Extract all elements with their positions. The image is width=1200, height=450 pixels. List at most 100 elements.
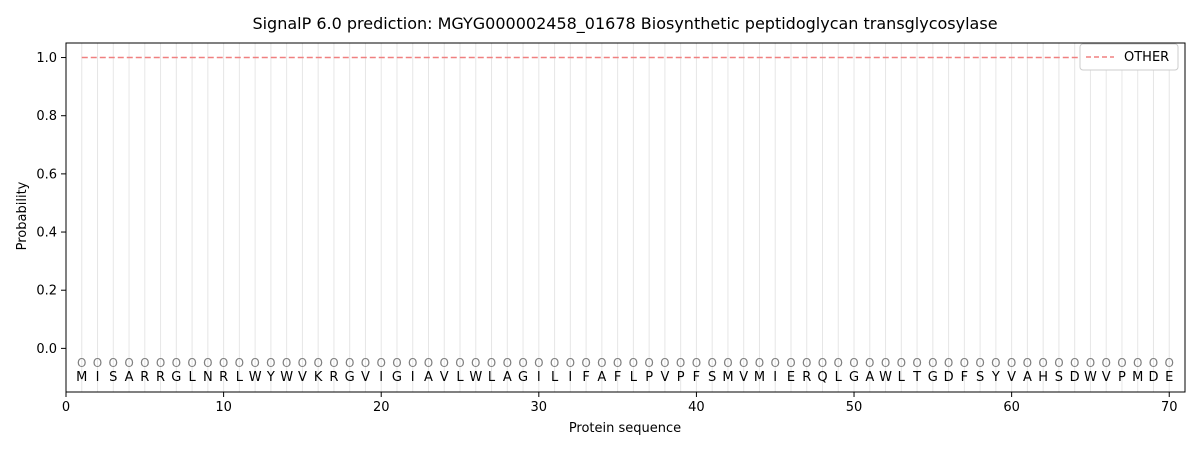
prediction-label-60: O: [1007, 356, 1016, 370]
prediction-label-19: O: [361, 356, 370, 370]
residue-label-48: Q: [817, 370, 827, 385]
prediction-label-63: O: [1054, 356, 1063, 370]
prediction-label-20: O: [376, 356, 385, 370]
residue-label-8: L: [188, 370, 196, 385]
x-tick-label-60: 60: [1003, 400, 1020, 415]
prediction-label-11: O: [235, 356, 244, 370]
prediction-label-3: O: [109, 356, 118, 370]
prediction-label-42: O: [723, 356, 732, 370]
residue-label-23: A: [424, 370, 433, 385]
residue-label-39: P: [677, 370, 685, 385]
prediction-label-5: O: [140, 356, 149, 370]
residue-label-13: Y: [266, 370, 275, 385]
residue-label-62: H: [1038, 370, 1048, 385]
residue-label-61: A: [1023, 370, 1032, 385]
residue-label-32: I: [568, 370, 572, 385]
prediction-label-2: O: [93, 356, 102, 370]
prediction-label-57: O: [960, 356, 969, 370]
prediction-label-41: O: [707, 356, 716, 370]
prediction-label-56: O: [944, 356, 953, 370]
residue-label-51: A: [865, 370, 874, 385]
prediction-label-15: O: [298, 356, 307, 370]
x-tick-label-70: 70: [1161, 400, 1178, 415]
x-tick-label-30: 30: [531, 400, 548, 415]
residue-label-29: G: [518, 370, 528, 385]
prediction-label-33: O: [581, 356, 590, 370]
residue-label-12: W: [249, 370, 262, 385]
prediction-label-28: O: [503, 356, 512, 370]
residue-label-31: L: [551, 370, 559, 385]
prediction-label-34: O: [597, 356, 606, 370]
prediction-label-46: O: [786, 356, 795, 370]
prediction-label-62: O: [1038, 356, 1047, 370]
prediction-label-64: O: [1070, 356, 1079, 370]
prediction-label-55: O: [928, 356, 937, 370]
residue-label-28: A: [503, 370, 512, 385]
prediction-label-21: O: [392, 356, 401, 370]
residue-label-70: E: [1165, 370, 1173, 385]
residue-label-34: A: [597, 370, 606, 385]
prediction-label-1: O: [77, 356, 86, 370]
prediction-label-10: O: [219, 356, 228, 370]
residue-label-30: I: [537, 370, 541, 385]
residue-label-36: L: [630, 370, 638, 385]
residue-label-10: R: [219, 370, 228, 385]
prediction-label-48: O: [818, 356, 827, 370]
residue-label-26: W: [469, 370, 482, 385]
y-axis-ticks: 0.0 0.2 0.4 0.6 0.8 1.0: [36, 51, 66, 357]
residue-label-49: L: [835, 370, 843, 385]
x-tick-label-0: 0: [62, 400, 70, 415]
y-tick-label-3: 0.6: [36, 167, 57, 182]
residue-label-14: W: [280, 370, 293, 385]
y-tick-label-0: 0.0: [36, 342, 57, 357]
prediction-label-37: O: [644, 356, 653, 370]
x-tick-label-40: 40: [688, 400, 705, 415]
residue-label-11: L: [236, 370, 244, 385]
residue-label-6: R: [156, 370, 165, 385]
residue-label-22: I: [411, 370, 415, 385]
prediction-label-47: O: [802, 356, 811, 370]
residue-label-33: F: [582, 370, 589, 385]
prediction-label-35: O: [613, 356, 622, 370]
legend-label-other: OTHER: [1124, 50, 1169, 65]
residue-label-69: D: [1148, 370, 1158, 385]
prediction-label-29: O: [518, 356, 527, 370]
residue-label-25: L: [456, 370, 464, 385]
prediction-label-25: O: [455, 356, 464, 370]
residue-label-38: V: [660, 370, 669, 385]
residue-label-20: I: [379, 370, 383, 385]
residue-label-58: S: [976, 370, 984, 385]
prediction-label-69: O: [1149, 356, 1158, 370]
prediction-label-44: O: [755, 356, 764, 370]
prediction-label-9: O: [203, 356, 212, 370]
prediction-label-59: O: [991, 356, 1000, 370]
y-tick-label-5: 1.0: [36, 51, 57, 66]
residue-label-40: F: [693, 370, 700, 385]
residue-label-64: D: [1070, 370, 1080, 385]
prediction-label-49: O: [834, 356, 843, 370]
x-axis-ticks: 0 10 20 30 40 50 60 70: [62, 392, 1178, 415]
residue-label-50: G: [849, 370, 859, 385]
residue-label-19: V: [361, 370, 370, 385]
residue-label-17: R: [329, 370, 338, 385]
prediction-label-18: O: [345, 356, 354, 370]
prediction-label-50: O: [849, 356, 858, 370]
prediction-label-70: O: [1165, 356, 1174, 370]
residue-label-43: V: [739, 370, 748, 385]
prediction-label-16: O: [313, 356, 322, 370]
prediction-label-22: O: [408, 356, 417, 370]
prediction-label-27: O: [487, 356, 496, 370]
chart-title: SignalP 6.0 prediction: MGYG000002458_01…: [252, 14, 997, 34]
prediction-label-58: O: [975, 356, 984, 370]
residue-label-35: F: [614, 370, 621, 385]
residue-label-1: M: [76, 370, 87, 385]
prediction-label-53: O: [897, 356, 906, 370]
x-axis-label: Protein sequence: [569, 421, 681, 436]
residue-label-7: G: [171, 370, 181, 385]
prediction-label-40: O: [692, 356, 701, 370]
residue-label-60: V: [1007, 370, 1016, 385]
prediction-label-31: O: [550, 356, 559, 370]
prediction-label-24: O: [440, 356, 449, 370]
residue-label-2: I: [96, 370, 100, 385]
